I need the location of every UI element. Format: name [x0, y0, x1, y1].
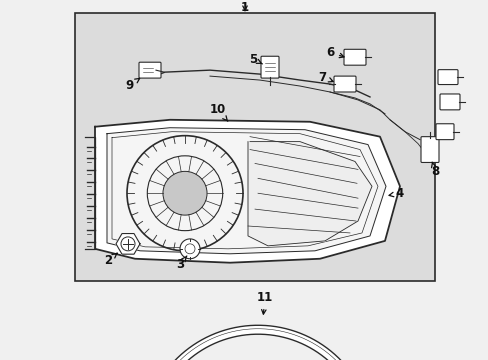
Polygon shape: [95, 120, 399, 263]
Polygon shape: [107, 128, 385, 254]
Polygon shape: [116, 234, 140, 254]
Text: 8: 8: [430, 162, 438, 178]
FancyBboxPatch shape: [439, 94, 459, 110]
FancyBboxPatch shape: [435, 124, 453, 140]
Text: 10: 10: [209, 103, 227, 121]
Text: 7: 7: [317, 71, 332, 84]
FancyBboxPatch shape: [437, 69, 457, 85]
Text: 3: 3: [176, 256, 186, 271]
Text: 9: 9: [125, 78, 140, 91]
FancyBboxPatch shape: [139, 62, 161, 78]
FancyBboxPatch shape: [333, 76, 355, 92]
Circle shape: [180, 239, 200, 259]
FancyBboxPatch shape: [343, 49, 365, 65]
Text: 1: 1: [241, 1, 248, 14]
Bar: [75, 13, 434, 280]
Text: 4: 4: [388, 187, 403, 200]
Polygon shape: [247, 141, 371, 246]
FancyBboxPatch shape: [420, 137, 438, 162]
Text: 6: 6: [325, 46, 344, 59]
FancyBboxPatch shape: [261, 56, 279, 78]
Text: 11: 11: [256, 291, 273, 314]
Text: 2: 2: [104, 253, 117, 267]
Circle shape: [163, 171, 206, 215]
Polygon shape: [146, 325, 368, 360]
Text: 5: 5: [248, 53, 262, 66]
